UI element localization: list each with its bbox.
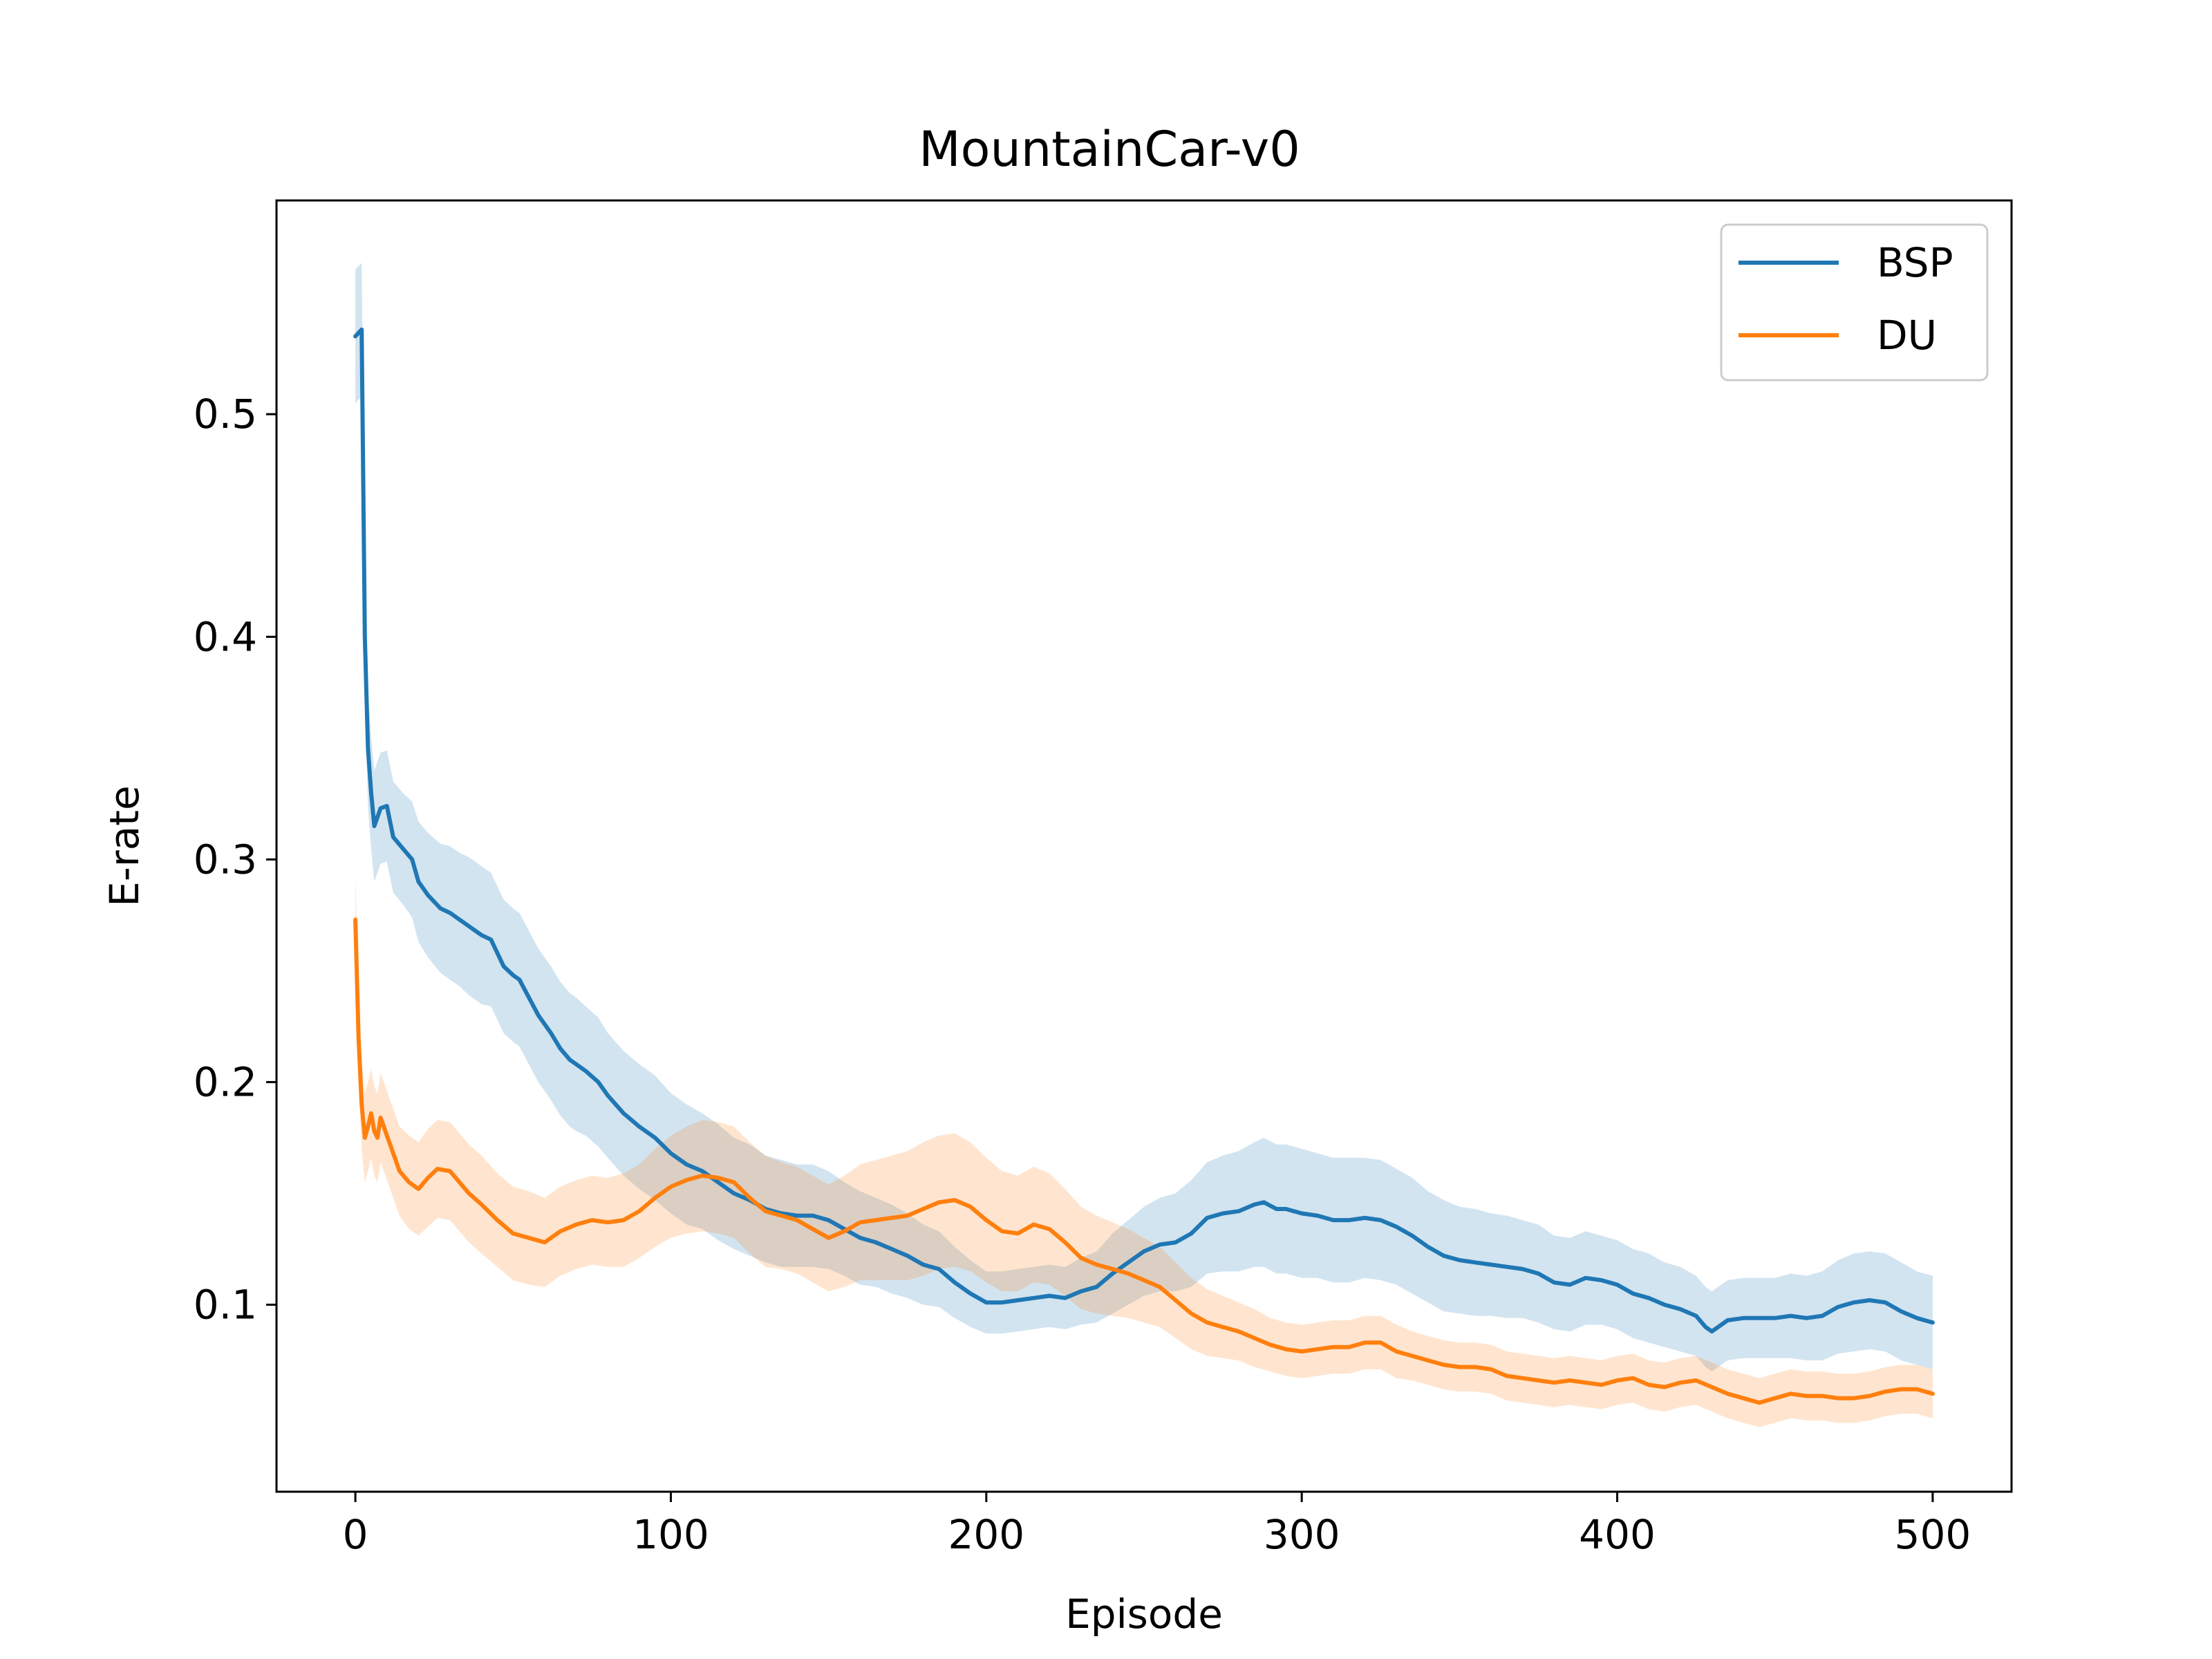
x-axis-ticks: 0 100 200 300 400 500 [343, 1492, 1971, 1558]
legend-label-bsp: BSP [1877, 239, 1953, 286]
legend-label-du: DU [1877, 312, 1937, 359]
x-tick-label: 400 [1579, 1511, 1656, 1558]
x-tick-label: 0 [343, 1511, 368, 1558]
x-tick-label: 500 [1895, 1511, 1971, 1558]
y-tick-label: 0.4 [194, 613, 257, 660]
x-tick-label: 100 [632, 1511, 709, 1558]
x-tick-label: 200 [948, 1511, 1024, 1558]
y-axis-label: E-rate [101, 785, 148, 906]
y-tick-label: 0.1 [194, 1281, 257, 1328]
x-tick-label: 300 [1264, 1511, 1340, 1558]
y-axis-ticks: 0.1 0.2 0.3 0.4 0.5 [194, 391, 276, 1328]
y-tick-label: 0.5 [194, 391, 257, 438]
x-axis-label: Episode [1065, 1591, 1223, 1638]
y-tick-label: 0.2 [194, 1058, 257, 1105]
legend: BSP DU [1720, 223, 1989, 382]
plot-area-frame [275, 199, 2013, 1493]
series-line-bsp [353, 327, 1935, 1334]
chart-title: MountainCar-v0 [919, 121, 1300, 178]
series-lines [353, 327, 1935, 1405]
y-tick-label: 0.3 [194, 836, 257, 883]
series-line-du [353, 917, 1935, 1405]
